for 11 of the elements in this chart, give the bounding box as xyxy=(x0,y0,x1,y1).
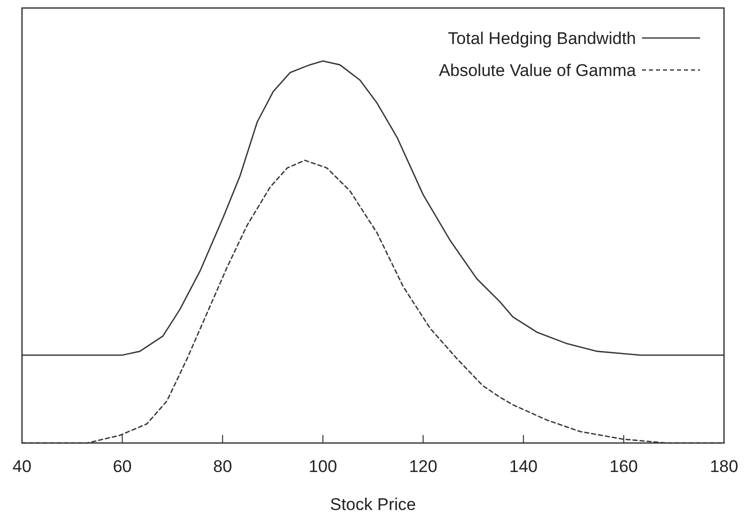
legend-label: Total Hedging Bandwidth xyxy=(448,29,636,48)
x-tick-label: 100 xyxy=(308,457,338,476)
x-tick-label: 80 xyxy=(213,457,232,476)
x-tick-label: 40 xyxy=(12,457,32,476)
x-tick-label: 120 xyxy=(408,457,438,476)
x-tick-label: 60 xyxy=(112,457,132,476)
x-tick-label: 180 xyxy=(710,457,738,476)
x-tick-label: 160 xyxy=(610,457,638,476)
x-axis-title: Stock Price xyxy=(330,495,416,514)
legend-label: Absolute Value of Gamma xyxy=(438,61,637,80)
x-tick-label: 140 xyxy=(509,457,538,476)
